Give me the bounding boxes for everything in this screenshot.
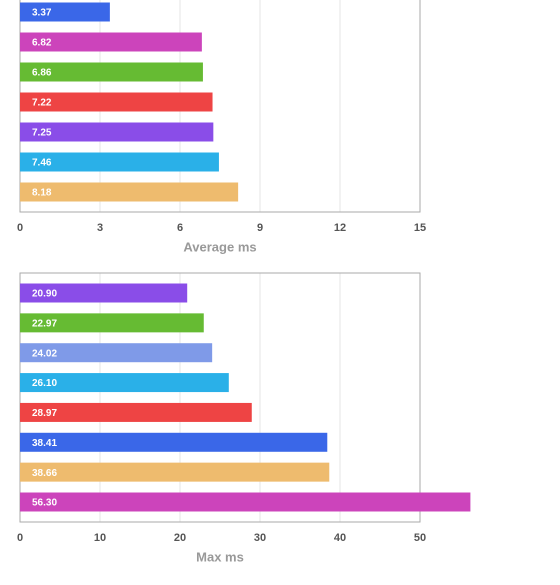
value-label: 28.97 (32, 408, 57, 419)
axis-title: Average ms (183, 239, 256, 254)
bar (20, 32, 202, 52)
x-tick-label: 0 (17, 222, 23, 234)
x-tick-label: 50 (414, 532, 426, 544)
x-tick-label: 40 (334, 532, 346, 544)
value-label: 22.97 (32, 318, 57, 329)
value-label: 3.37 (32, 8, 52, 19)
value-label: 38.66 (32, 468, 57, 479)
x-tick-label: 0 (17, 532, 23, 544)
x-tick-label: 12 (334, 222, 346, 234)
bar (20, 313, 204, 333)
bar (20, 432, 328, 452)
value-label: 7.46 (32, 158, 52, 169)
value-label: 7.25 (32, 128, 52, 139)
x-tick-label: 30 (254, 532, 266, 544)
x-tick-label: 3 (97, 222, 103, 234)
value-label: 6.82 (32, 38, 52, 49)
x-tick-label: 15 (414, 222, 426, 234)
value-label: 38.41 (32, 438, 57, 449)
x-tick-label: 9 (257, 222, 263, 234)
bar (20, 343, 213, 363)
x-tick-label: 20 (174, 532, 186, 544)
bar (20, 152, 219, 172)
bar (20, 2, 110, 22)
bar (20, 402, 252, 422)
value-label: 20.90 (32, 289, 57, 300)
bar (20, 182, 239, 202)
bar (20, 62, 203, 82)
value-label: 26.10 (32, 378, 57, 389)
x-tick-label: 6 (177, 222, 183, 234)
bar (20, 373, 229, 393)
value-label: 24.02 (32, 348, 57, 359)
bar (20, 122, 214, 142)
bar (20, 462, 330, 482)
value-label: 7.22 (32, 98, 52, 109)
plot-border (19, 272, 421, 523)
bar (20, 492, 471, 512)
bar (20, 92, 213, 112)
value-label: 8.18 (32, 188, 52, 199)
value-label: 56.30 (32, 498, 57, 509)
axis-title: Max ms (196, 549, 244, 564)
x-tick-label: 10 (94, 532, 106, 544)
value-label: 6.86 (32, 68, 52, 79)
bar (20, 283, 188, 303)
